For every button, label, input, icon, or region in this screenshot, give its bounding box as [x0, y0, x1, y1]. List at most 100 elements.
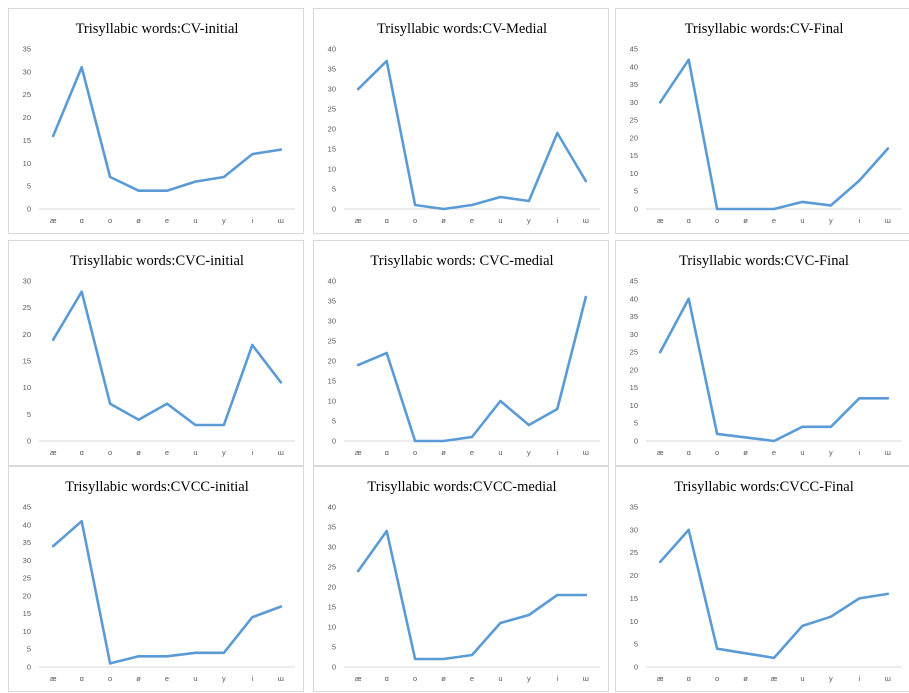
- x-tick-label: e: [165, 448, 169, 457]
- x-tick-label: ø: [136, 674, 141, 683]
- y-tick-label: 25: [630, 548, 638, 557]
- x-tick-label: e: [470, 674, 474, 683]
- x-tick-label: y: [222, 674, 226, 683]
- y-tick-label: 40: [328, 277, 336, 286]
- series-line: [51, 290, 283, 427]
- y-tick-label: 40: [328, 503, 336, 512]
- chart-panel-7: Trisyllabic words:CVCC-initial 0 5 10 15 20 25…: [8, 466, 304, 692]
- data-point: [80, 290, 83, 293]
- series-line: [658, 297, 890, 443]
- data-point: [222, 423, 226, 427]
- chart-title: Trisyllabic words:CV-Final: [685, 21, 844, 37]
- x-tick-label: y: [829, 674, 833, 683]
- line-chart: Trisyllabic words:CVC-Final 0 5 10 15 20 25 30 3…: [630, 253, 902, 457]
- x-tick-label: ɯ: [583, 674, 589, 683]
- x-tick-label: o: [413, 674, 417, 683]
- x-tick-label: æ: [50, 216, 57, 225]
- x-tick-label: o: [715, 674, 719, 683]
- x-tick-label: æ: [657, 674, 664, 683]
- y-tick-label: 45: [630, 45, 638, 54]
- x-tick-label: i: [858, 216, 860, 225]
- y-tick-label: 10: [630, 169, 638, 178]
- data-point: [829, 204, 833, 207]
- y-tick-label: 20: [23, 113, 31, 122]
- y-tick-label: 20: [23, 330, 31, 339]
- y-tick-label: 25: [23, 574, 31, 583]
- x-tick-label: y: [222, 448, 226, 457]
- y-tick-label: 5: [634, 187, 638, 196]
- x-tick-label: ɑ: [385, 674, 389, 683]
- y-tick-label: 20: [630, 365, 638, 374]
- data-point: [687, 297, 690, 300]
- y-tick-label: 30: [328, 317, 336, 326]
- data-point: [659, 560, 662, 564]
- data-point: [470, 435, 474, 439]
- y-tick-label: 15: [630, 151, 638, 160]
- y-tick-label: 30: [23, 67, 31, 76]
- y-tick-label: 10: [23, 627, 31, 636]
- data-point: [527, 613, 531, 617]
- data-point: [165, 402, 169, 405]
- data-point: [715, 432, 719, 436]
- x-tick-label: e: [470, 216, 474, 225]
- x-tick-label: ɯ: [885, 216, 891, 225]
- series-line: [356, 295, 588, 443]
- series-line: [658, 58, 890, 211]
- x-tick-label: æ: [657, 448, 664, 457]
- y-tick-label: 30: [328, 543, 336, 552]
- y-tick-label: 5: [332, 643, 336, 652]
- x-tick-label: u: [498, 674, 502, 683]
- data-point: [584, 593, 587, 597]
- x-tick-label: e: [165, 674, 169, 683]
- chart-panel-3: Trisyllabic words:CV-Final 0 5 10 15 20 25 30 35…: [615, 8, 909, 234]
- x-tick-label: y: [222, 216, 226, 225]
- y-tick-label: 30: [630, 98, 638, 107]
- chart-panel-4: Trisyllabic words:CVC-initial 0 5 10 15 20 25 3…: [8, 240, 304, 466]
- y-tick-label: 5: [27, 645, 31, 654]
- line-chart: Trisyllabic words:CVCC-initial 0 5 10 15 20 25…: [23, 479, 295, 683]
- y-tick-label: 5: [634, 640, 638, 649]
- data-point: [801, 200, 804, 204]
- y-tick-label: 35: [630, 312, 638, 321]
- x-tick-label: ɑ: [80, 216, 84, 225]
- y-tick-label: 30: [630, 525, 638, 534]
- data-point: [357, 569, 360, 573]
- y-tick-label: 25: [630, 348, 638, 357]
- y-tick-label: 0: [634, 205, 638, 214]
- y-tick-label: 30: [630, 330, 638, 339]
- data-point: [499, 195, 502, 199]
- x-tick-label: æ: [355, 448, 362, 457]
- y-tick-label: 15: [23, 136, 31, 145]
- x-tick-label: ɑ: [80, 674, 84, 683]
- data-point: [584, 295, 587, 299]
- x-tick-label: u: [800, 674, 804, 683]
- data-point: [499, 399, 502, 403]
- y-tick-label: 20: [328, 583, 336, 592]
- data-point: [442, 207, 445, 211]
- line-chart: Trisyllabic words:CVCC-Final 0 5 10 15 20 25 30…: [630, 479, 902, 683]
- data-point: [442, 439, 445, 443]
- y-tick-label: 15: [328, 377, 336, 386]
- data-point: [584, 179, 587, 183]
- data-point: [52, 544, 55, 548]
- data-point: [80, 66, 83, 69]
- data-point: [470, 653, 474, 657]
- data-point: [165, 189, 169, 192]
- x-tick-label: o: [108, 216, 112, 225]
- y-tick-label: 10: [630, 617, 638, 626]
- data-point: [137, 418, 140, 421]
- y-tick-label: 5: [332, 185, 336, 194]
- x-tick-label: ɯ: [885, 448, 891, 457]
- y-tick-label: 5: [27, 410, 31, 419]
- y-tick-label: 20: [328, 125, 336, 134]
- x-tick-label: ø: [441, 216, 446, 225]
- x-tick-label: ɯ: [583, 448, 589, 457]
- data-point: [357, 363, 360, 367]
- x-tick-label: ø: [743, 674, 748, 683]
- data-point: [687, 528, 690, 532]
- x-tick-label: o: [413, 448, 417, 457]
- data-point: [413, 657, 417, 661]
- data-point: [137, 655, 140, 658]
- x-tick-label: i: [251, 448, 253, 457]
- data-point: [556, 593, 559, 597]
